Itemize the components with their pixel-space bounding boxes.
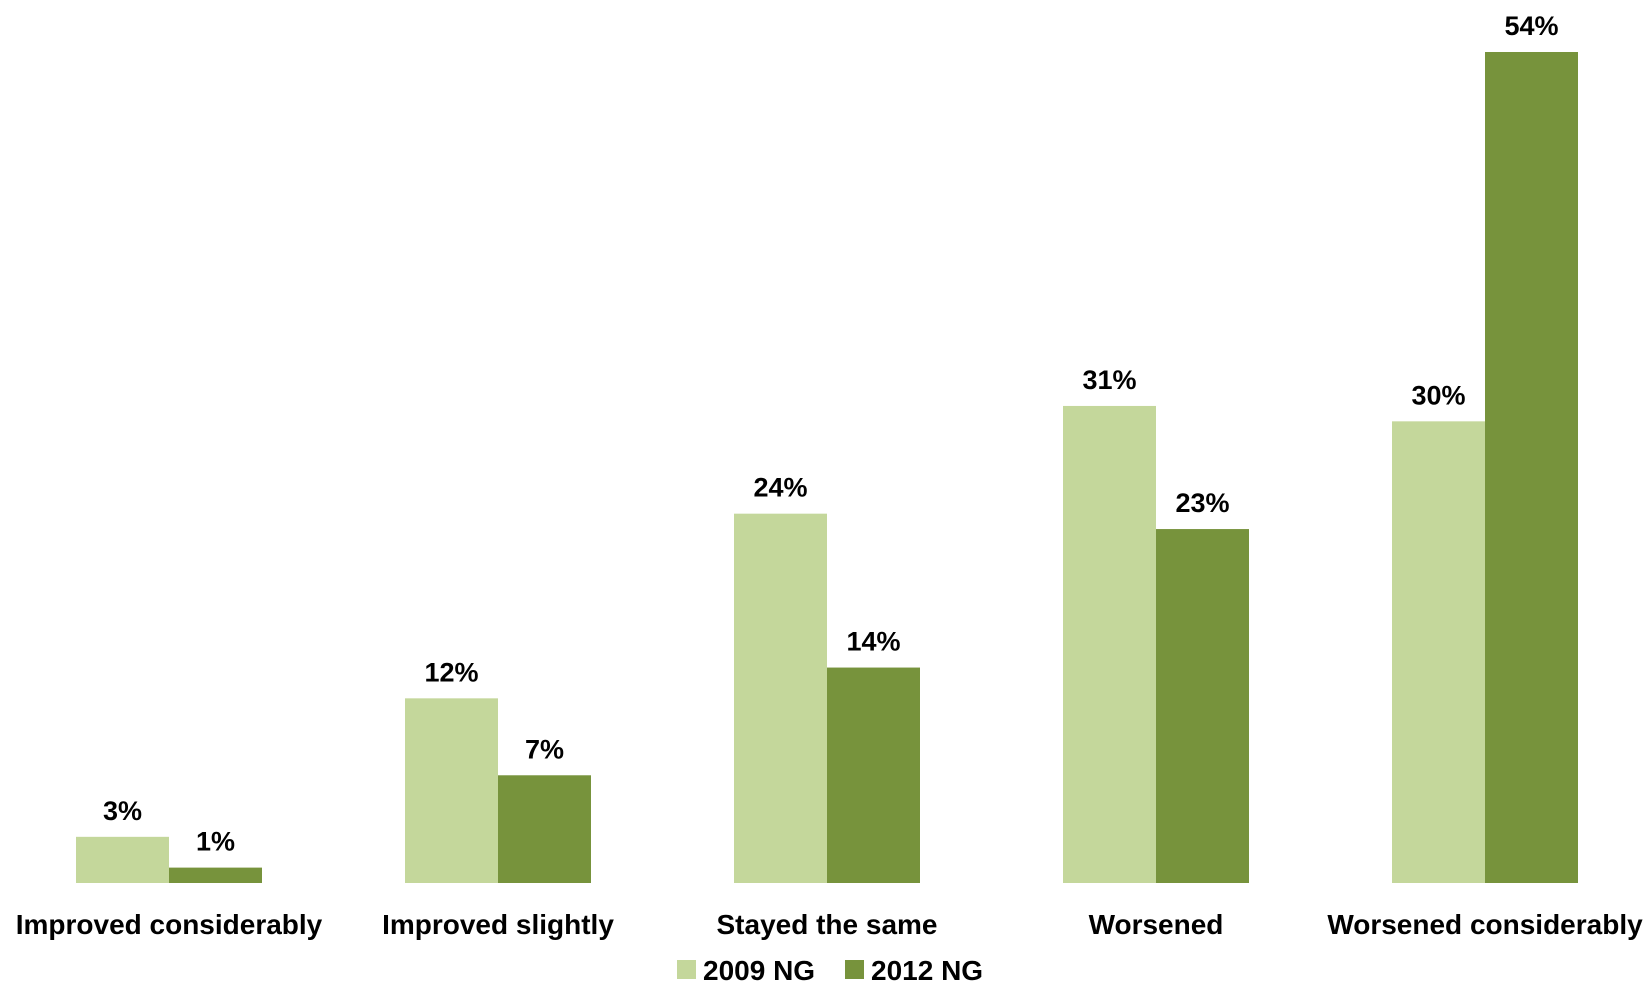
bar-2012-ng-worsened-considerably [1485,52,1578,883]
bar-2012-ng-worsened [1156,529,1249,883]
bar-2009-ng-worsened-considerably [1392,421,1485,883]
legend: 2009 NG 2012 NG [677,955,983,986]
bar-2009-ng-improved-slightly [405,698,498,883]
category-label-stayed-the-same: Stayed the same [717,909,938,940]
data-label-2009-ng-stayed-the-same: 24% [753,473,807,503]
data-label-2012-ng-worsened: 23% [1175,488,1229,518]
data-label-2009-ng-improved-considerably: 3% [103,796,142,826]
bars-layer [76,52,1578,883]
data-label-2009-ng-worsened-considerably: 30% [1411,380,1465,410]
bar-2012-ng-stayed-the-same [827,667,920,883]
bar-2012-ng-improved-considerably [169,867,262,883]
data-label-2012-ng-improved-slightly: 7% [525,734,564,764]
data-label-2009-ng-worsened: 31% [1082,365,1136,395]
data-label-2012-ng-stayed-the-same: 14% [846,627,900,657]
category-label-worsened-considerably: Worsened considerably [1327,909,1643,940]
category-label-worsened: Worsened [1089,909,1224,940]
bar-2009-ng-improved-considerably [76,836,169,883]
category-label-improved-slightly: Improved slightly [382,909,614,940]
legend-swatch-2009-ng [677,960,696,979]
category-labels-layer: Improved considerably Improved slightly St… [16,909,1643,940]
value-labels-layer: 3% 1% 12% 7% 24% 14% 31% 23% 30% 54% [103,11,1559,857]
legend-label-2009-ng: 2009 NG [703,955,815,986]
legend-swatch-2012-ng [845,960,864,979]
data-label-2012-ng-worsened-considerably: 54% [1504,11,1558,41]
bar-2009-ng-worsened [1063,405,1156,883]
bar-2012-ng-improved-slightly [498,775,591,883]
data-label-2009-ng-improved-slightly: 12% [424,657,478,687]
data-label-2012-ng-improved-considerably: 1% [196,827,235,857]
bar-2009-ng-stayed-the-same [734,513,827,883]
legend-label-2012-ng: 2012 NG [871,955,983,986]
category-label-improved-considerably: Improved considerably [16,909,323,940]
